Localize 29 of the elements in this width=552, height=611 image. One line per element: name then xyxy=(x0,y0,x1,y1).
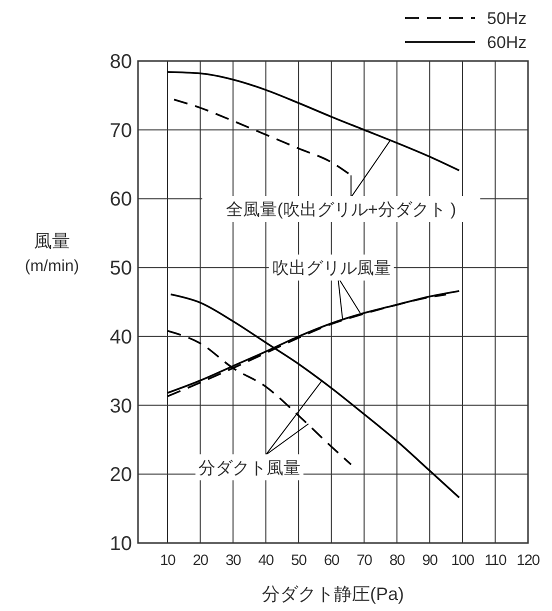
x-tick-label: 90 xyxy=(422,552,438,569)
line-series xyxy=(166,71,460,172)
x-tick-label: 40 xyxy=(258,552,274,569)
y-tick-label: 40 xyxy=(110,326,132,348)
x-tick-label: 30 xyxy=(225,552,242,569)
x-tick-label: 50 xyxy=(291,552,307,569)
annotation: 全風量(吹出グリル+分ダクト ) xyxy=(226,200,456,220)
x-tick-label: 60 xyxy=(324,552,340,569)
y-tick-label: 30 xyxy=(110,395,132,418)
x-tick-label: 100 xyxy=(451,552,474,569)
annotation: 吹出グリル風量 xyxy=(272,258,391,278)
x-axis-title: 分ダクト静圧(Pa) xyxy=(262,584,404,604)
y-tick-label: 70 xyxy=(110,120,132,142)
legend-label: 60Hz xyxy=(487,33,527,52)
annotation: 分ダクト風量 xyxy=(198,458,300,478)
y-tick-label: 20 xyxy=(110,464,132,486)
y-tick-label: 80 xyxy=(110,51,132,73)
line-series xyxy=(170,294,460,498)
y-tick-label: 50 xyxy=(110,258,132,280)
legend-label: 50Hz xyxy=(487,9,527,28)
y-tick-label: 60 xyxy=(110,188,132,211)
x-tick-label: 10 xyxy=(160,552,176,569)
y-axis-title: 風量 (m/min) xyxy=(24,231,80,275)
y-tick-label: 10 xyxy=(110,533,132,555)
x-tick-label: 20 xyxy=(192,552,208,569)
x-tick-label: 120 xyxy=(516,552,540,569)
x-tick-label: 80 xyxy=(389,552,405,569)
x-tick-label: 70 xyxy=(356,552,372,569)
x-tick-label: 110 xyxy=(484,552,506,569)
